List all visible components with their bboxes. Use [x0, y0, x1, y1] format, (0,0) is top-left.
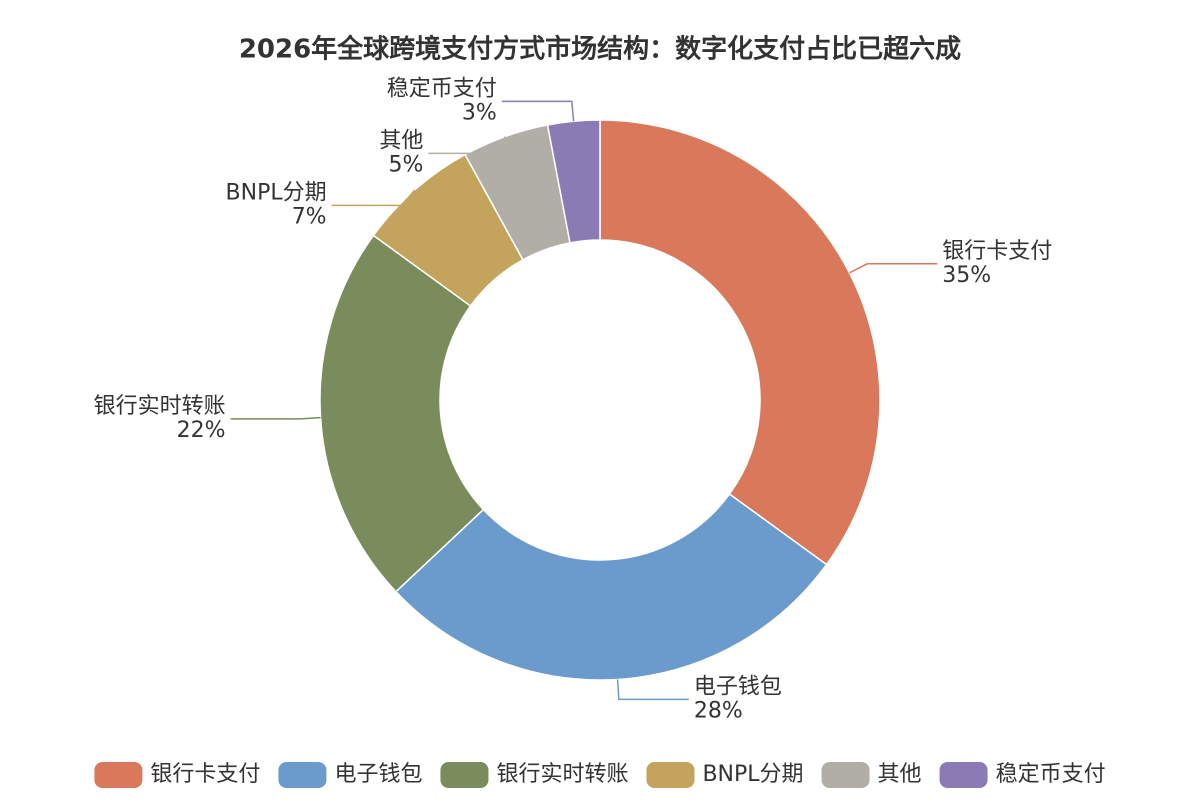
value-label: 35% — [942, 263, 991, 288]
legend-label: 其他 — [878, 762, 922, 787]
slice — [319, 234, 485, 593]
slice — [546, 119, 601, 244]
legend-label: 电子钱包 — [334, 762, 422, 787]
legend-swatch — [646, 762, 695, 788]
legend-label: 银行实时转账 — [496, 762, 628, 787]
legend-label: 银行卡支付 — [150, 762, 260, 787]
legend-swatch — [278, 762, 327, 788]
slice — [394, 492, 828, 681]
value-label: 22% — [177, 418, 226, 443]
value-label: 7% — [292, 204, 327, 229]
slice-label: 银行实时转账 — [94, 394, 226, 419]
leader-line — [849, 263, 938, 274]
chart-title: 2026年全球跨境支付方式市场结构：数字化支付占比已超六成 — [239, 34, 961, 65]
legend-swatch — [939, 762, 988, 788]
slice-label: 稳定币支付 — [387, 76, 497, 101]
legend-swatch — [821, 762, 870, 788]
value-label: 5% — [388, 152, 423, 177]
leader-line — [428, 136, 506, 155]
slice — [599, 119, 881, 566]
leader-line — [331, 189, 416, 207]
leader-line — [616, 679, 689, 701]
slice-label: 其他 — [379, 128, 423, 153]
leader-line — [230, 416, 321, 420]
value-label: 28% — [694, 698, 743, 723]
legend-swatch — [94, 762, 143, 788]
leader-line — [501, 100, 575, 122]
legend-swatch — [440, 762, 489, 788]
slice-label: BNPL分期 — [226, 180, 327, 205]
value-label: 3% — [462, 100, 497, 125]
legend-label: BNPL分期 — [702, 762, 803, 787]
slice-label: 银行卡支付 — [942, 239, 1052, 264]
legend-label: 稳定币支付 — [996, 762, 1106, 787]
slice-label: 电子钱包 — [694, 674, 782, 699]
